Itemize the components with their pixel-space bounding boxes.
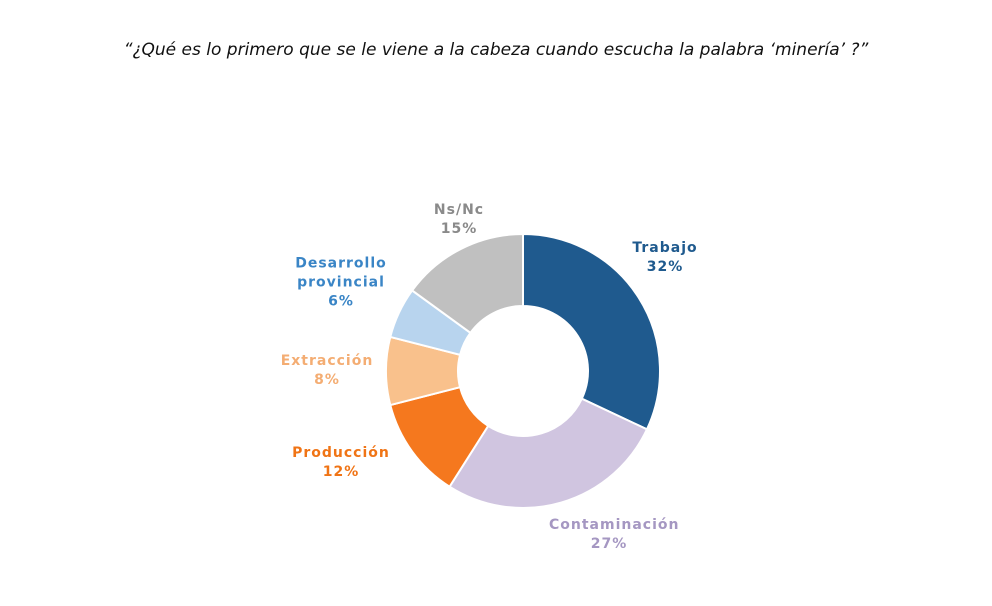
chart-title: “¿Qué es lo primero que se le viene a la… [123,40,869,60]
slice-label: Extracción 8% [267,352,387,390]
category-label: Trabajo [632,240,698,256]
category-label: Producción [292,445,390,461]
value-label: 12% [322,464,360,480]
value-label: 6% [328,293,354,310]
value-label: 15% [440,221,478,237]
category-label: Desarrollo provincial [295,255,387,291]
category-label: Ns/Nc [433,202,485,218]
value-label: 8% [314,372,340,388]
donut-slice [448,397,649,509]
slice-label: Producción 12% [281,444,401,482]
slice-label: Ns/Nc 15% [399,201,519,239]
value-label: 32% [646,259,684,275]
value-label: 27% [590,536,628,552]
slice-label: Desarrollo provincial 6% [281,255,401,312]
donut-slice [522,232,661,431]
slice-label: Trabajo 32% [605,239,725,277]
donut-slice [410,232,524,335]
slice-label: Contaminación 27% [549,516,680,554]
category-label: Contaminación [549,517,680,533]
category-label: Extracción [280,353,374,369]
